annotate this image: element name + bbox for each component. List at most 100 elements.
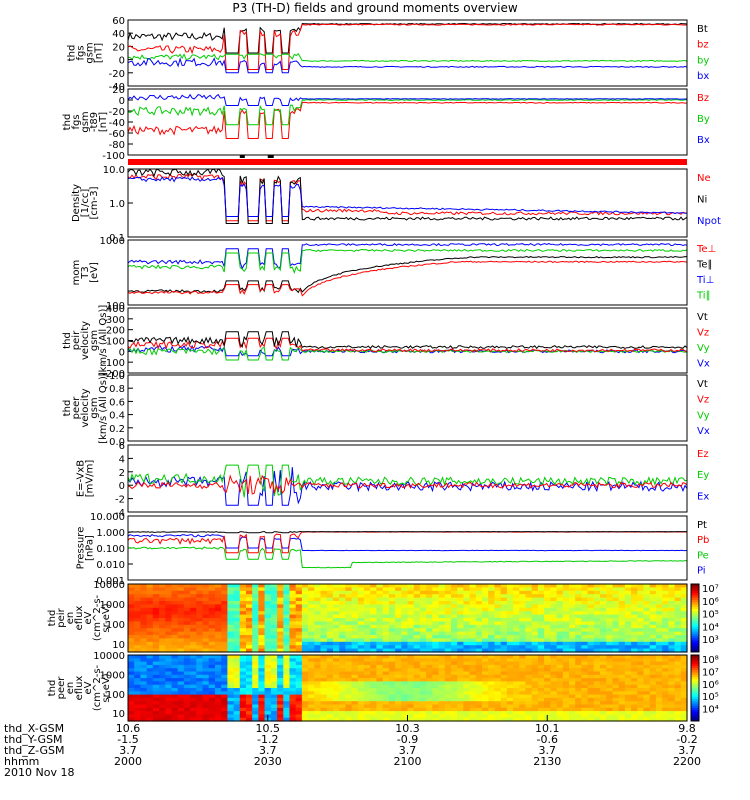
legend-entry: Vt [697,312,708,323]
panel-frame [127,168,688,238]
y-axis-label: thd [67,45,78,62]
legend-entry: Ti∥ [696,290,711,301]
ion-spectrogram [128,584,688,653]
legend-entry: Ey [697,470,709,481]
series-line-bx [127,56,688,74]
y-tick-label: 0.100 [96,544,125,555]
colorbar-tick-label: 10⁴ [702,622,719,633]
y-axis-label: [mV/m] [85,460,96,498]
y-axis-label: thd [62,114,73,131]
x-tick-label: 2100 [394,755,422,768]
colorbar-tick-label: 10⁶ [702,680,719,691]
x-axis-row-label: hhmm [4,755,40,768]
x-tick-label: 3.7 [678,744,696,757]
x-tick-label: -0.2 [676,733,697,746]
x-tick-label: -0.9 [397,733,418,746]
y-axis-label: [cm-3] [89,186,100,219]
y-axis-label: [eV] [89,262,100,283]
y-axis-label: [nT] [94,43,105,63]
x-tick-label: 9.8 [678,722,696,735]
legend-entry: Vz [697,327,709,338]
y-axis-label: sr-eV) [101,603,112,632]
status-bar [128,159,687,165]
y-axis-label: velocity [80,388,91,427]
y-tick-label: 0.001 [96,576,125,587]
y-tick-label: 1000 [100,236,125,247]
y-axis-label: gsm [89,330,100,351]
x-tick-label: 10.6 [116,722,141,735]
y-axis-label: fgs [76,45,87,60]
y-axis-label: thd [62,400,73,417]
panel-frame [127,583,688,653]
legend-entry: Vt [697,379,708,390]
y-axis-label: (cm^2-s- [92,664,103,711]
date-label: 2010 Nov 18 [4,766,75,779]
series-line-Ni [127,168,688,224]
series-line-By [127,99,688,126]
y-tick-label: 10.0 [103,165,125,176]
ion-colorbar [690,583,700,653]
y-axis-label: peir [56,607,67,627]
y-axis-label: Density [71,184,82,222]
x-tick-label: 10.1 [535,722,560,735]
y-tick-label: 10000 [93,651,125,662]
legend-entry: bz [697,40,709,51]
x-axis-row-label: thd_Y-GSM [4,733,63,746]
y-axis-label: [1/cc] [80,189,91,218]
series-line-bz [127,23,688,70]
series-line-Ey [127,464,688,498]
y-tick-label: 20 [112,85,125,96]
y-axis-label: [nPa] [85,535,96,561]
x-tick-label: 2030 [254,755,282,768]
y-tick-label: -40 [109,118,125,129]
y-tick-label: 1.000 [96,528,125,539]
y-axis-label: en [65,612,76,625]
series-line-Bt [127,22,688,54]
y-axis-label: gsm [80,111,91,132]
series-line-Pe [127,546,688,569]
y-axis-label: [km/s (All Qs)] [98,372,109,444]
x-tick-label: 3.7 [539,744,557,757]
colorbar-tick-label: 10⁷ [702,584,719,595]
y-tick-label: 300 [106,315,125,326]
y-tick-label: 1.0 [109,199,125,210]
series-line-Te-perp [127,260,688,297]
page-title: P3 (TH-D) fields and ground moments over… [232,1,518,15]
y-axis-label: [nT] [98,112,109,132]
legend-entry: Ex [697,491,709,502]
y-tick-label: -60 [109,129,125,140]
y-tick-label: 0.010 [96,560,125,571]
legend-entry: Pi [697,566,706,577]
legend-entry: Bz [697,93,709,104]
x-tick-label: 2000 [114,755,142,768]
legend-entry: Pt [697,520,707,531]
y-tick-label: -80 [109,140,125,151]
y-tick-label: 1000 [100,670,125,681]
series-line-Vz [127,337,688,353]
y-axis-label: Pressure [76,527,87,570]
y-axis-label: T3 [80,266,91,279]
y-axis-label: peir [71,330,82,350]
y-tick-label: 0.2 [109,424,125,435]
colorbar-tick-label: 10⁷ [702,667,719,678]
legend-entry: Ez [697,449,709,460]
y-tick-label: 0.0 [109,437,125,448]
y-tick-label: -200 [102,369,125,380]
y-tick-label: 0 [119,56,125,67]
x-tick-label: 10.3 [395,722,420,735]
legend-entry: Pb [697,535,709,546]
y-tick-label: 10.000 [90,512,125,523]
x-tick-label: 3.7 [259,744,277,757]
y-tick-label: 1.0 [109,371,125,382]
legend-entry: Ni [697,195,707,206]
y-tick-label: 100 [106,620,125,631]
x-axis-row-label: thd_Z-GSM [4,744,65,757]
colorbar-tick-label: 10⁵ [702,610,719,621]
legend-entry: Bx [697,135,710,146]
status-mark [239,155,245,158]
y-axis-label: thd [47,610,58,627]
panel-frame [127,239,688,306]
series-line-Bx [127,93,687,106]
legend-entry: Vx [697,358,710,369]
